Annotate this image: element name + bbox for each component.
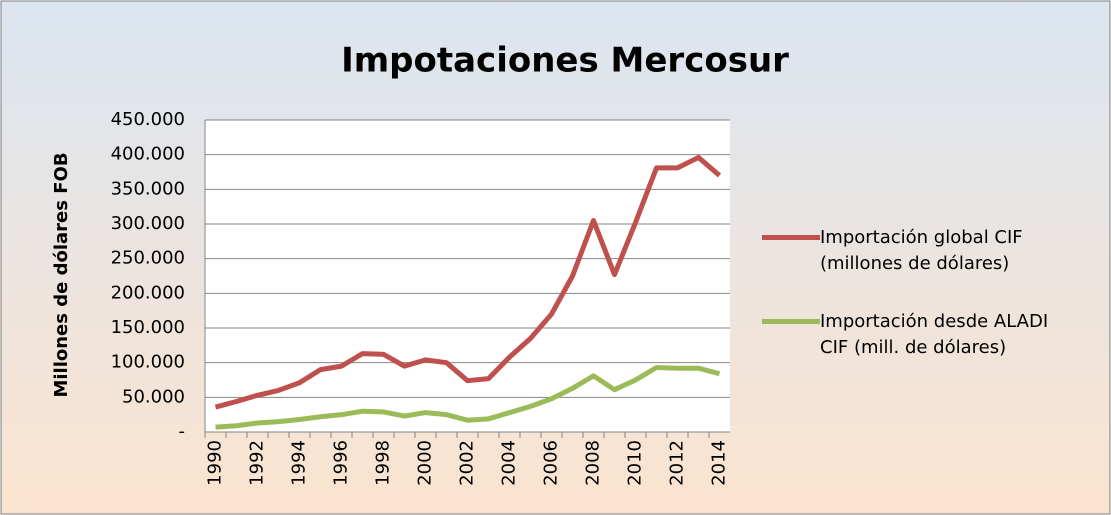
- series-line: [214, 154, 722, 410]
- y-tick-label: 450.000: [111, 109, 185, 130]
- legend-label: Importación global CIF (millones de dóla…: [820, 227, 1023, 274]
- x-tick-label: 1990: [205, 440, 226, 486]
- x-tick-label: 2006: [541, 440, 562, 486]
- y-tick-label: 300.000: [111, 213, 185, 234]
- x-tick-label: 1996: [331, 440, 352, 486]
- x-tick-label: 2012: [667, 440, 688, 486]
- y-tick-label: 100.000: [111, 352, 185, 373]
- x-tick-label: 2014: [709, 440, 730, 486]
- y-tick-label: 350.000: [111, 178, 185, 199]
- legend-item: Importación global CIF (millones de dóla…: [762, 225, 1102, 277]
- y-axis-label: Millones de dólares FOB: [51, 152, 72, 397]
- y-tick-label: 150.000: [111, 317, 185, 338]
- x-tick-label: 2008: [583, 440, 604, 486]
- legend-label: Importación desde ALADI CIF (mill. de dó…: [820, 311, 1049, 358]
- x-tick-label: 2010: [625, 440, 646, 486]
- legend-swatch: [762, 235, 820, 240]
- y-tick-label: 250.000: [111, 248, 185, 269]
- legend: Importación global CIF (millones de dóla…: [762, 225, 1102, 393]
- x-tick-label: 1998: [373, 440, 394, 486]
- series-line: [215, 365, 721, 430]
- x-tick-label: 2000: [415, 440, 436, 486]
- x-tick-label: 2004: [499, 440, 520, 486]
- y-tick-label: 400.000: [111, 144, 185, 165]
- x-tick-label: 1994: [289, 440, 310, 486]
- x-tick-label: 1992: [247, 440, 268, 486]
- legend-swatch: [762, 319, 820, 324]
- y-tick-label: -: [179, 421, 186, 442]
- plot-area: [205, 120, 730, 432]
- legend-item: Importación desde ALADI CIF (mill. de dó…: [762, 309, 1102, 361]
- y-tick-label: 200.000: [111, 282, 185, 303]
- x-tick-label: 2002: [457, 440, 478, 486]
- y-tick-label: 50.000: [122, 386, 185, 407]
- chart-title: Impotaciones Mercosur: [341, 41, 789, 81]
